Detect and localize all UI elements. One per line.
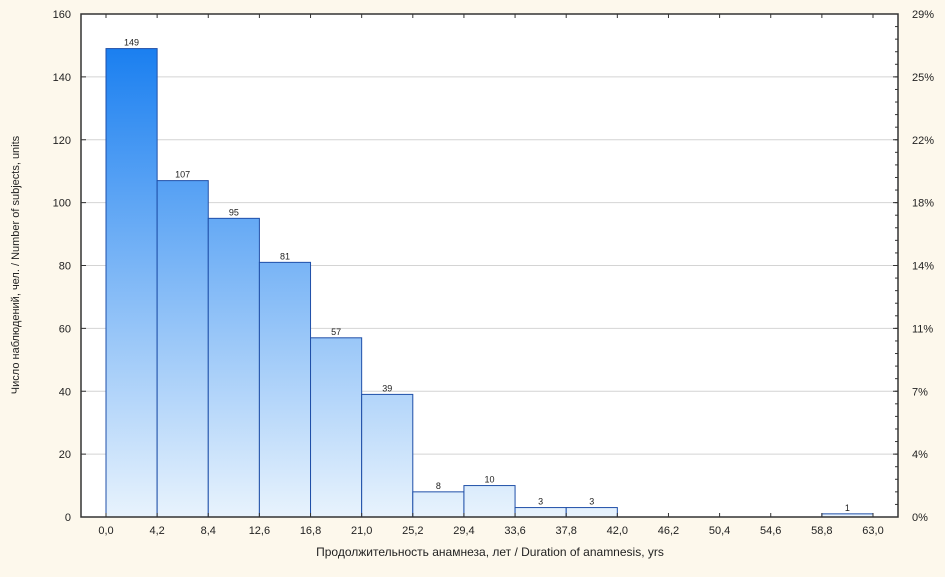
- x-tick-label: 58,8: [811, 525, 832, 537]
- bar-value-label: 8: [436, 481, 441, 491]
- y2-tick-label: 22%: [912, 135, 934, 147]
- x-tick-label: 33,6: [504, 525, 525, 537]
- x-axis-title: Продолжительность анамнеза, лет / Durati…: [316, 545, 664, 559]
- y-tick-label: 20: [59, 449, 71, 461]
- bar-value-label: 3: [538, 497, 543, 507]
- bar-value-label: 1: [845, 503, 850, 513]
- y2-tick-label: 7%: [912, 386, 928, 398]
- y2-tick-label: 14%: [912, 261, 934, 273]
- y2-tick-label: 11%: [912, 323, 933, 335]
- histogram-bar: [310, 337, 363, 518]
- y-tick-label: 40: [59, 386, 71, 398]
- x-tick-label: 54,6: [760, 525, 781, 537]
- x-tick-label: 12,6: [249, 525, 270, 537]
- x-tick-label: 63,0: [862, 525, 883, 537]
- x-tick-label: 37,8: [555, 525, 576, 537]
- y2-tick-label: 25%: [912, 72, 934, 84]
- x-tick-label: 50,4: [709, 525, 730, 537]
- y-axis-title: Число наблюдений, чел. / Number of subje…: [10, 135, 22, 394]
- bar-value-label: 10: [484, 475, 494, 485]
- bar-value-label: 39: [382, 383, 392, 393]
- y2-tick-label: 4%: [912, 449, 928, 461]
- x-tick-label: 4,2: [149, 525, 164, 537]
- x-tick-label: 8,4: [201, 525, 216, 537]
- histogram-bar: [156, 180, 209, 518]
- x-tick-label: 0,0: [98, 525, 113, 537]
- histogram-bar: [463, 485, 516, 518]
- y-tick-label: 140: [53, 72, 71, 84]
- x-tick-label: 29,4: [453, 525, 474, 537]
- bar-value-label: 57: [331, 327, 341, 337]
- histogram-bar: [565, 507, 618, 518]
- histogram-bar: [514, 507, 567, 518]
- histogram-bar: [105, 48, 158, 518]
- histogram-bar: [361, 393, 414, 518]
- y-tick-label: 100: [53, 198, 71, 210]
- histogram-bar: [258, 261, 312, 518]
- x-tick-label: 25,2: [402, 525, 423, 537]
- y-tick-label: 160: [53, 9, 71, 21]
- bar-value-label: 3: [589, 497, 594, 507]
- histogram-bar: [412, 491, 465, 518]
- y-tick-label: 80: [59, 261, 71, 273]
- x-tick-label: 21,0: [351, 525, 372, 537]
- x-tick-label: 42,0: [607, 525, 628, 537]
- y-tick-label: 60: [59, 323, 71, 335]
- y-tick-label: 120: [53, 135, 71, 147]
- histogram-bar: [207, 217, 260, 518]
- y-tick-label: 0: [65, 512, 71, 524]
- bar-value-label: 95: [229, 207, 239, 217]
- x-tick-label: 16,8: [300, 525, 321, 537]
- x-tick-label: 46,2: [658, 525, 679, 537]
- bar-value-label: 149: [124, 38, 139, 48]
- bar-value-label: 107: [175, 170, 190, 180]
- y2-tick-label: 0%: [912, 512, 928, 524]
- y2-tick-label: 29%: [912, 9, 934, 21]
- bar-value-label: 81: [280, 251, 290, 261]
- y2-tick-label: 18%: [912, 198, 934, 210]
